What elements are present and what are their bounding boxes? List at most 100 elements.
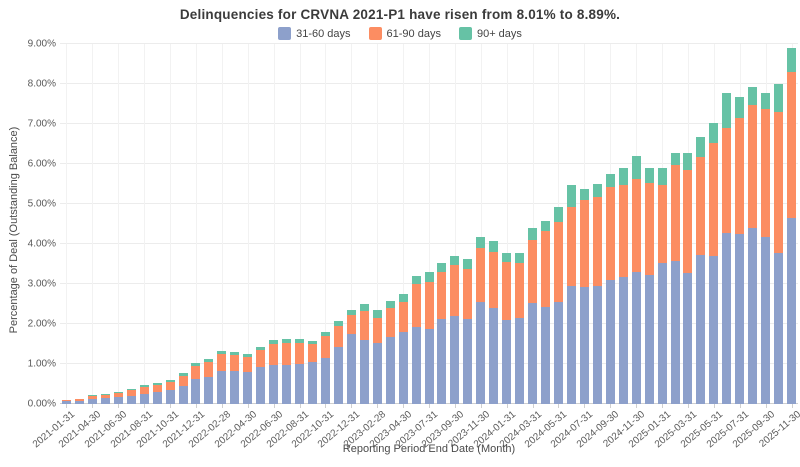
bar-segment[interactable] (787, 218, 797, 404)
stacked-bar-2023-08-31[interactable] (437, 263, 447, 404)
bar-segment[interactable] (307, 341, 317, 344)
bar-segment[interactable] (631, 272, 641, 404)
stacked-bar-2025-04-30[interactable] (696, 136, 706, 404)
stacked-bar-2022-12-31[interactable] (346, 310, 356, 404)
stacked-bar-2021-01-31[interactable] (61, 400, 71, 404)
bar-segment[interactable] (372, 310, 382, 318)
stacked-bar-2022-01-31[interactable] (204, 358, 214, 404)
stacked-bar-2021-10-31[interactable] (165, 379, 175, 404)
bar-segment[interactable] (579, 200, 589, 288)
bar-segment[interactable] (295, 339, 305, 344)
stacked-bar-2025-10-31[interactable] (774, 83, 784, 404)
bar-segment[interactable] (411, 284, 421, 328)
bar-segment[interactable] (217, 370, 227, 404)
bar-segment[interactable] (437, 271, 447, 320)
stacked-bar-2023-09-30[interactable] (450, 255, 460, 404)
bar-segment[interactable] (579, 189, 589, 201)
stacked-bar-2022-10-31[interactable] (320, 332, 330, 404)
bar-segment[interactable] (61, 400, 71, 402)
bar-segment[interactable] (463, 269, 473, 320)
bar-segment[interactable] (385, 337, 395, 404)
stacked-bar-2024-07-31[interactable] (579, 189, 589, 404)
bar-segment[interactable] (178, 373, 188, 376)
bar-segment[interactable] (528, 239, 538, 303)
bar-segment[interactable] (579, 287, 589, 404)
bar-segment[interactable] (528, 228, 538, 240)
bar-segment[interactable] (126, 395, 136, 404)
bar-segment[interactable] (230, 355, 240, 371)
bar-segment[interactable] (424, 281, 434, 330)
stacked-bar-2022-07-31[interactable] (282, 339, 292, 404)
stacked-bar-2023-04-30[interactable] (398, 294, 408, 404)
bar-segment[interactable] (541, 306, 551, 404)
bar-segment[interactable] (476, 236, 486, 248)
stacked-bar-2021-06-30[interactable] (113, 391, 123, 404)
bar-segment[interactable] (618, 185, 628, 277)
bar-segment[interactable] (787, 48, 797, 72)
bar-segment[interactable] (553, 301, 563, 404)
bar-segment[interactable] (463, 259, 473, 270)
stacked-bar-2025-11-30[interactable] (787, 48, 797, 404)
bar-segment[interactable] (515, 252, 525, 263)
stacked-bar-2024-04-30[interactable] (541, 220, 551, 404)
bar-segment[interactable] (398, 301, 408, 333)
bar-segment[interactable] (139, 393, 149, 404)
bar-segment[interactable] (644, 183, 654, 275)
bar-segment[interactable] (346, 310, 356, 315)
stacked-bar-2024-01-31[interactable] (502, 253, 512, 404)
stacked-bar-2024-05-31[interactable] (553, 207, 563, 404)
bar-segment[interactable] (139, 387, 149, 394)
bar-segment[interactable] (592, 184, 602, 197)
bar-segment[interactable] (709, 255, 719, 404)
stacked-bar-2023-11-30[interactable] (476, 236, 486, 404)
bar-segment[interactable] (100, 398, 110, 404)
bar-segment[interactable] (165, 382, 175, 390)
bar-segment[interactable] (191, 362, 201, 367)
stacked-bar-2023-02-28[interactable] (372, 310, 382, 404)
stacked-bar-2025-03-31[interactable] (683, 152, 693, 404)
bar-segment[interactable] (424, 329, 434, 404)
bar-segment[interactable] (566, 185, 576, 207)
bar-segment[interactable] (670, 165, 680, 261)
stacked-bar-2024-12-31[interactable] (644, 168, 654, 404)
bar-segment[interactable] (541, 220, 551, 231)
stacked-bar-2025-01-31[interactable] (657, 167, 667, 404)
bar-segment[interactable] (346, 334, 356, 404)
bar-segment[interactable] (605, 280, 615, 404)
bar-segment[interactable] (320, 332, 330, 337)
stacked-bar-2024-08-31[interactable] (592, 184, 602, 404)
bar-segment[interactable] (295, 364, 305, 404)
bar-segment[interactable] (761, 93, 771, 110)
bar-segment[interactable] (204, 362, 214, 378)
bar-segment[interactable] (502, 261, 512, 320)
bar-segment[interactable] (269, 343, 279, 366)
bar-segment[interactable] (113, 391, 123, 394)
bar-segment[interactable] (748, 87, 758, 105)
bar-segment[interactable] (489, 241, 499, 252)
bar-segment[interactable] (605, 187, 615, 280)
bar-segment[interactable] (592, 196, 602, 286)
bar-segment[interactable] (333, 320, 343, 327)
bar-segment[interactable] (761, 109, 771, 237)
bar-segment[interactable] (566, 286, 576, 404)
legend-item-31-60-days[interactable]: 31-60 days (278, 27, 351, 40)
stacked-bar-2024-02-29[interactable] (515, 252, 525, 404)
bar-segment[interactable] (683, 273, 693, 404)
bar-segment[interactable] (463, 319, 473, 404)
bar-segment[interactable] (346, 314, 356, 335)
bar-segment[interactable] (385, 308, 395, 338)
bar-segment[interactable] (774, 253, 784, 404)
bar-segment[interactable] (372, 343, 382, 404)
stacked-bar-2023-07-31[interactable] (424, 272, 434, 404)
bar-segment[interactable] (385, 301, 395, 309)
stacked-bar-2024-10-31[interactable] (618, 168, 628, 404)
bar-segment[interactable] (618, 276, 628, 404)
stacked-bar-2025-08-31[interactable] (748, 87, 758, 404)
bar-segment[interactable] (476, 248, 486, 302)
stacked-bar-2022-08-31[interactable] (295, 339, 305, 404)
bar-segment[interactable] (87, 395, 97, 397)
bar-segment[interactable] (320, 358, 330, 404)
bar-segment[interactable] (126, 388, 136, 391)
bar-segment[interactable] (489, 251, 499, 309)
stacked-bar-2022-05-31[interactable] (256, 346, 266, 404)
